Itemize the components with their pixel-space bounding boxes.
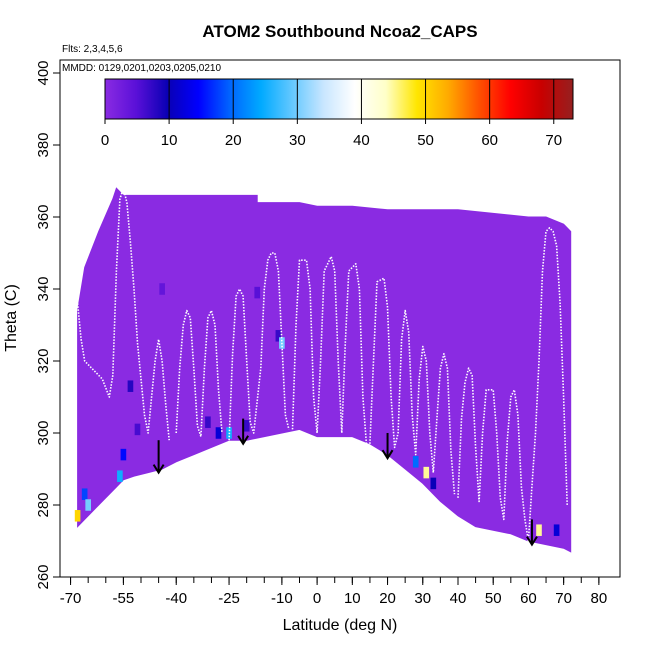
y-tick-label: 320 — [35, 348, 52, 373]
x-tick-label: 50 — [485, 590, 502, 607]
x-axis-title: Latitude (deg N) — [283, 617, 398, 634]
arrow-head — [381, 449, 394, 461]
heat-cell — [553, 524, 560, 536]
plot-area — [74, 187, 572, 553]
colorbar-tick-label: 40 — [353, 132, 370, 149]
heat-cell — [254, 286, 261, 299]
heat-cell — [205, 416, 211, 428]
colorbar-tick-label: 0 — [101, 132, 109, 149]
heat-cell — [134, 423, 141, 436]
profile-trace — [76, 187, 170, 441]
heat-cell — [243, 420, 250, 432]
profile-trace — [369, 277, 456, 495]
x-tick-label: 60 — [520, 590, 537, 607]
profile-trace — [457, 227, 568, 542]
x-tick-label: 20 — [379, 590, 396, 607]
colorbar-tick-label: 20 — [225, 132, 242, 149]
heat-cell — [117, 470, 123, 482]
y-tick-label: 380 — [35, 132, 52, 157]
x-axis: -70 -55 -40 -25 -10 0 10 20 30 40 50 60 70 80 — [60, 577, 607, 607]
x-tick-label: -40 — [165, 590, 187, 607]
colorbar-tick-label: 10 — [161, 132, 178, 149]
heat-cell — [275, 330, 282, 342]
sampled-region — [77, 187, 572, 553]
colorbar-tick-label: 70 — [545, 132, 562, 149]
heat-cell — [536, 524, 542, 536]
profile-trace — [175, 309, 223, 438]
x-tick-label: -70 — [60, 590, 82, 607]
x-tick-label: 40 — [450, 590, 467, 607]
colorbar-tick-label: 50 — [417, 132, 434, 149]
heat-cell — [412, 456, 419, 468]
y-tick-label: 280 — [35, 492, 52, 517]
y-tick-label: 400 — [35, 60, 52, 85]
heat-cell — [159, 283, 165, 295]
x-tick-label: 80 — [591, 590, 608, 607]
heat-cell — [74, 510, 81, 522]
y-tick-label: 300 — [35, 420, 52, 445]
heat-cell — [430, 477, 437, 490]
x-tick-label: 30 — [414, 590, 431, 607]
heat-cell — [85, 499, 91, 511]
y-tick-label: 340 — [35, 276, 52, 301]
chart-title: ATOM2 Southbound Ncoa2_CAPS — [202, 22, 477, 41]
profile-trace — [291, 255, 368, 444]
x-tick-label: -55 — [113, 590, 135, 607]
arrow-head — [526, 536, 538, 547]
y-tick-label: 360 — [35, 204, 52, 229]
x-tick-label: 70 — [555, 590, 572, 607]
colorbar-tick-label: 60 — [481, 132, 498, 149]
x-tick-label: -25 — [218, 590, 240, 607]
x-tick-label: 0 — [313, 590, 321, 607]
heat-cell — [120, 448, 127, 461]
heat-cell — [423, 466, 430, 479]
dates-note: MMDD: 0129,0201,0203,0205,0210 — [62, 63, 221, 74]
x-tick-label: -10 — [271, 590, 293, 607]
colorbar-tick-label: 30 — [289, 132, 306, 149]
arrow-head — [152, 464, 165, 475]
heat-cell — [127, 380, 134, 392]
heat-cell — [81, 488, 88, 500]
arrow-head — [237, 435, 249, 446]
colorbar-gradient — [104, 78, 574, 120]
profile-trace — [228, 252, 290, 441]
heat-cell — [215, 427, 222, 439]
y-axis: 260 280 300 320 340 360 380 400 — [35, 60, 60, 590]
plot-frame — [59, 59, 621, 578]
y-axis-title: Theta (C) — [3, 284, 20, 352]
x-tick-label: 10 — [344, 590, 361, 607]
y-tick-label: 260 — [35, 564, 52, 589]
flights-note: Flts: 2,3,4,5,6 — [62, 44, 123, 55]
colorbar: 0 10 20 30 40 50 60 70 — [101, 78, 574, 149]
